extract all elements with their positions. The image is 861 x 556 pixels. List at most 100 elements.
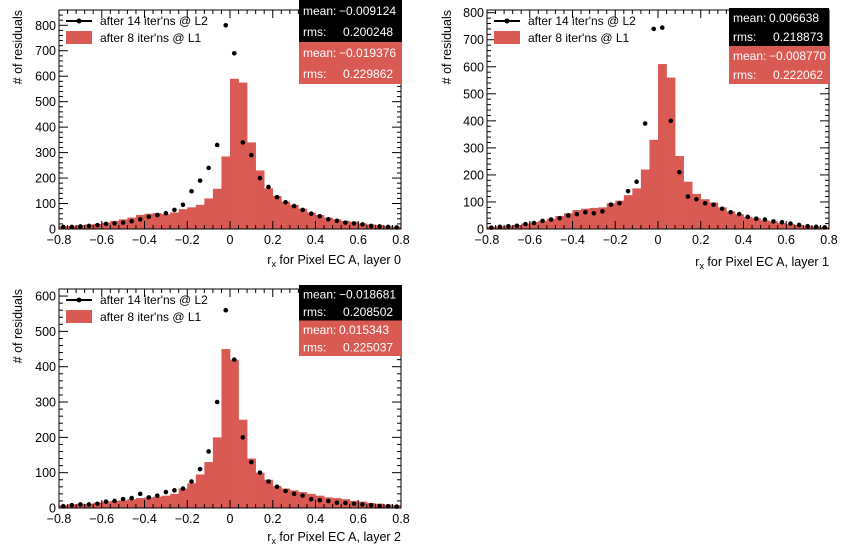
x-tick-label: 0 (227, 233, 234, 247)
data-point (334, 218, 340, 224)
y-tick-label: 200 (35, 431, 56, 445)
histogram-bar (572, 210, 582, 229)
data-point (514, 223, 520, 229)
data-point (317, 213, 323, 219)
data-point (266, 184, 271, 190)
histogram-bar (615, 200, 625, 229)
data-point (583, 209, 588, 215)
data-point (685, 194, 691, 199)
data-point (291, 491, 297, 497)
data-point (206, 449, 211, 454)
legend-hist-label: after 8 iter'ns @ L1 (100, 31, 202, 45)
stats-hist-rms-value: 0.225037 (343, 341, 393, 355)
histogram-bar (230, 359, 239, 508)
data-point (394, 504, 400, 509)
x-tick-label: −0.8 (475, 233, 500, 247)
data-point (771, 219, 776, 224)
data-point (180, 202, 186, 208)
histogram-bar (101, 501, 111, 508)
data-point (86, 502, 92, 507)
data-point (394, 225, 400, 230)
histogram-bar (324, 217, 333, 229)
y-tick-label: 600 (35, 70, 56, 84)
histogram-bar (230, 78, 239, 229)
histogram-bar (281, 488, 291, 508)
histogram-bar (760, 220, 770, 229)
histogram-bar (161, 214, 171, 229)
data-point (120, 496, 126, 502)
data-point (137, 491, 143, 497)
data-point (137, 217, 143, 222)
stats-points-rms-label: rms: (303, 25, 326, 39)
histogram-bar (640, 169, 650, 229)
stats-hist-rms-label: rms: (303, 341, 326, 355)
data-point (163, 489, 169, 495)
data-point (813, 224, 819, 230)
x-tick-label: −0.4 (132, 512, 157, 526)
data-point (69, 224, 75, 230)
y-axis: 0 100 200 300 400 500 600 700 800 (35, 9, 401, 237)
histogram-bar (127, 499, 137, 508)
y-tick-label: 0 (477, 223, 484, 237)
data-point (334, 500, 340, 506)
data-point (368, 502, 374, 508)
stats-hist-mean-value: −0.019376 (339, 46, 396, 60)
data-point (317, 497, 323, 503)
y-tick-label: 500 (463, 87, 484, 101)
histogram-bar (281, 201, 291, 229)
data-point (608, 202, 614, 207)
x-tick-label: −0.2 (603, 233, 628, 247)
y-tick-label: 100 (35, 466, 56, 480)
data-point (274, 484, 280, 490)
stats-points-rms-label: rms: (303, 305, 326, 319)
stats-hist-rms-value: 0.229862 (343, 67, 393, 81)
histogram-bar (289, 204, 299, 229)
histogram-bar (204, 198, 214, 229)
y-tick-label: 100 (463, 195, 484, 209)
stats-box-hist (299, 42, 402, 84)
stats-points-rms-value: 0.208502 (343, 305, 393, 319)
data-point (702, 201, 708, 206)
histogram-bar (289, 490, 299, 508)
histogram-bar (264, 479, 274, 508)
histogram-bars (59, 78, 402, 229)
data-point (206, 165, 211, 171)
data-point (788, 221, 793, 226)
histogram-bar (692, 193, 702, 229)
data-point (249, 459, 254, 465)
data-point (351, 501, 357, 507)
data-point (129, 495, 134, 501)
stats-box-points (299, 285, 402, 321)
data-point (223, 22, 229, 28)
legend-hist-swatch (494, 31, 520, 44)
data-point (146, 495, 152, 500)
data-point (600, 209, 605, 214)
data-points (60, 307, 400, 509)
legend-hist-label: after 8 iter'ns @ L1 (528, 31, 630, 45)
x-label-symbol: r (267, 530, 271, 544)
y-tick-label: 300 (463, 141, 484, 155)
histogram-bar (700, 199, 710, 229)
data-point (779, 219, 785, 225)
histogram-bar (623, 195, 633, 229)
histogram-bar (178, 488, 188, 508)
histogram-bar (555, 216, 565, 229)
y-tick-label: 600 (463, 60, 484, 74)
y-tick-label: 800 (463, 6, 484, 20)
stats-box-points (299, 0, 402, 42)
histogram-bar (153, 496, 162, 508)
histogram-bar (538, 220, 548, 229)
stats-hist-rms-label: rms: (303, 67, 326, 81)
data-point (308, 496, 314, 502)
data-point (385, 503, 391, 509)
data-point (300, 207, 305, 213)
data-point (129, 219, 134, 224)
legend-points-label: after 14 iter'ns @ L2 (100, 293, 208, 307)
data-point (565, 213, 571, 218)
stats-hist-mean-value: 0.015343 (339, 323, 389, 337)
data-point (95, 501, 100, 507)
data-point (78, 224, 83, 229)
